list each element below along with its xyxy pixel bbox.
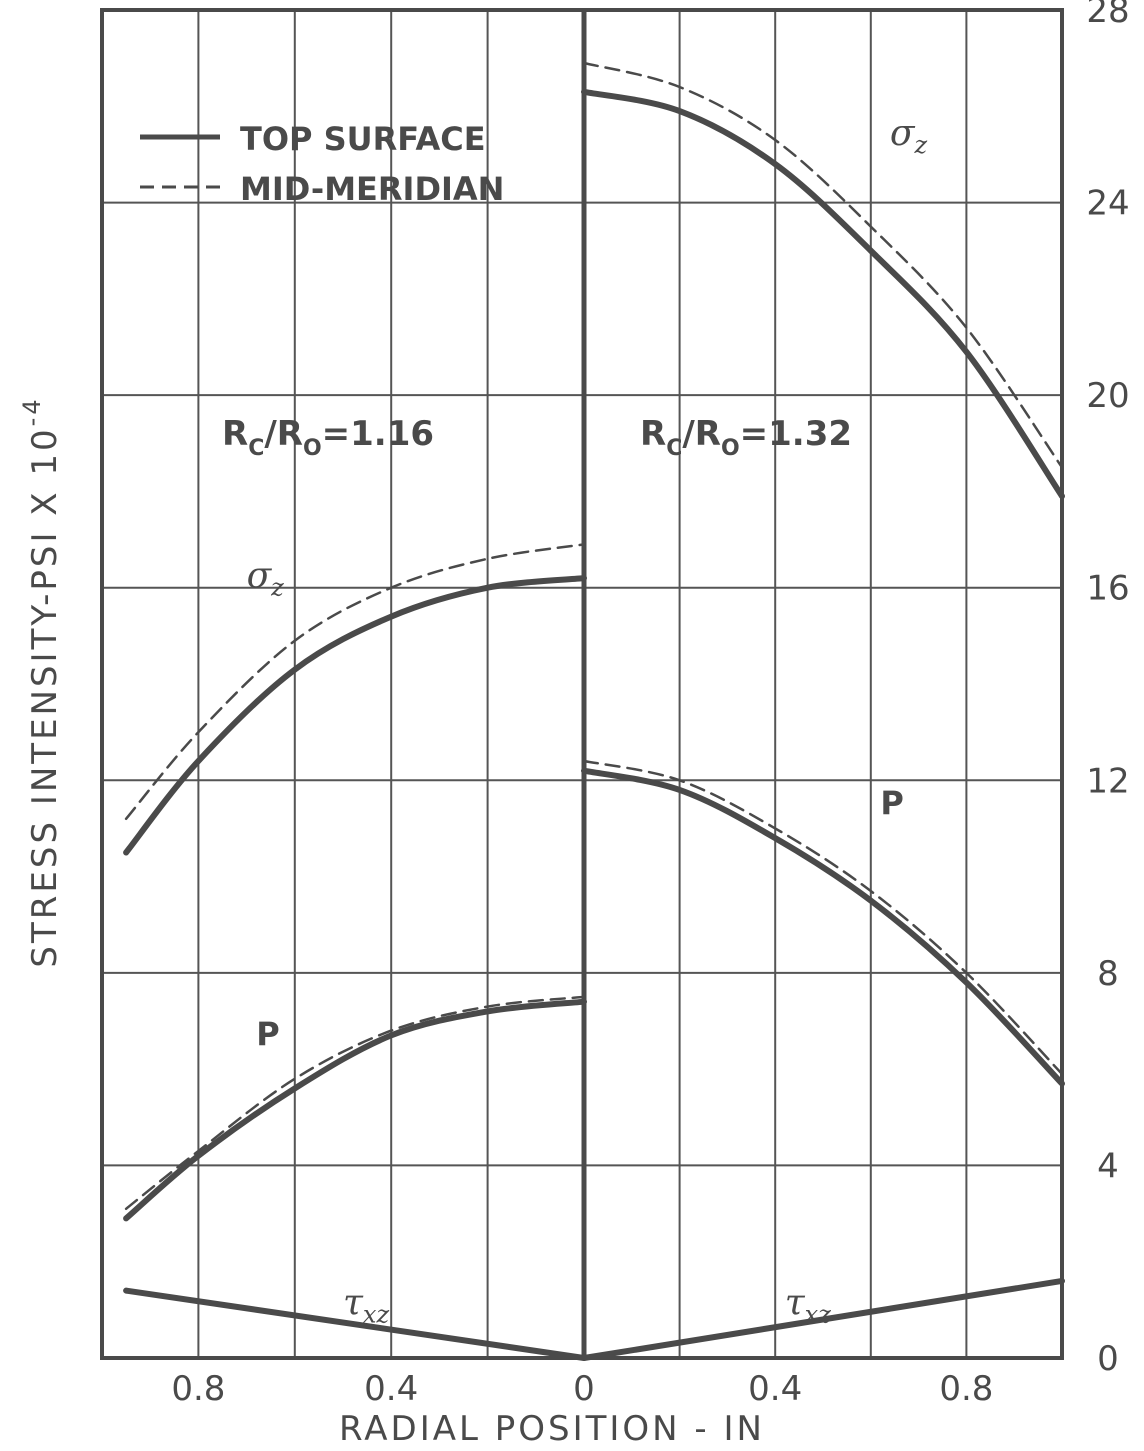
curve-label-left: P — [256, 1015, 279, 1053]
annotation-sub-c: C — [248, 436, 264, 461]
annotation-sub-o: O — [721, 436, 740, 461]
left-P-solid-line — [123, 998, 587, 1222]
left-tau_xz-solid-line — [123, 1287, 587, 1361]
annotation-r: R — [640, 414, 666, 454]
annotation-r: R — [222, 414, 248, 454]
x-axis-title: RADIAL POSITION - IN — [339, 1409, 765, 1449]
right-panel-annotation: RC/RO=1.32 — [640, 414, 852, 461]
svg-text:RC/RO=1.16: RC/RO=1.16 — [222, 414, 434, 461]
y-tick-label: 28 — [1086, 0, 1129, 31]
svg-text:STRESS INTENSITY-PSI X 10-4: STRESS INTENSITY-PSI X 10-4 — [18, 396, 65, 967]
curve-label-right: τxz — [785, 1283, 831, 1329]
annotation-value: =1.32 — [740, 414, 852, 454]
annotation-slash: /R — [682, 414, 721, 454]
x-tick-label-left: 0.8 — [171, 1369, 225, 1409]
left-P-dashed-line — [124, 995, 586, 1211]
y-axis-title: STRESS INTENSITY-PSI X 10 — [25, 426, 65, 967]
tick-labels: 0 4 8 12 16 20 24 28 0.8 0.4 0 0.4 0.8 — [171, 0, 1129, 1409]
annotation-value: =1.16 — [322, 414, 434, 454]
legend-mid-meridian-label: MID-MERIDIAN — [240, 170, 504, 208]
annotation-slash: /R — [264, 414, 303, 454]
curve-label-left: τxz — [343, 1283, 389, 1329]
y-axis-title-group: STRESS INTENSITY-PSI X 10-4 — [18, 396, 65, 967]
curve-label-right: P — [880, 784, 903, 822]
y-tick-label: 12 — [1086, 761, 1129, 801]
right-P-solid-line — [581, 767, 1065, 1087]
left-sigma_z-dashed-line — [124, 543, 586, 821]
annotation-sub-c: C — [666, 436, 682, 461]
x-tick-label-right: 0.8 — [939, 1369, 993, 1409]
legend: TOP SURFACE MID-MERIDIAN — [140, 120, 504, 208]
legend-top-surface-label: TOP SURFACE — [240, 120, 486, 158]
curve-label-right: σz — [890, 113, 928, 159]
y-tick-label: 8 — [1097, 954, 1119, 994]
svg-text:RC/RO=1.32: RC/RO=1.32 — [640, 414, 852, 461]
y-tick-label: 0 — [1097, 1339, 1119, 1379]
right-sigma_z-solid-line — [581, 88, 1065, 500]
series-group — [123, 61, 1065, 1361]
y-axis-exponent: -4 — [18, 396, 46, 426]
annotation-sub-o: O — [303, 436, 322, 461]
right-tau_xz-solid-line — [581, 1277, 1065, 1361]
x-tick-label-left: 0.4 — [364, 1369, 418, 1409]
x-tick-label-right: 0.4 — [748, 1369, 802, 1409]
y-tick-label: 24 — [1086, 184, 1129, 224]
curve-label-left: σz — [247, 556, 285, 602]
y-tick-label: 16 — [1086, 569, 1129, 609]
x-tick-label-left: 0 — [573, 1369, 595, 1409]
left-sigma_z-solid-line — [123, 575, 587, 856]
y-tick-label: 20 — [1086, 376, 1129, 416]
left-panel-annotation: RC/RO=1.16 — [222, 414, 434, 461]
right-P-dashed-line — [582, 759, 1064, 1076]
y-tick-label: 4 — [1097, 1146, 1119, 1186]
right-sigma_z-dashed-line — [582, 61, 1064, 469]
